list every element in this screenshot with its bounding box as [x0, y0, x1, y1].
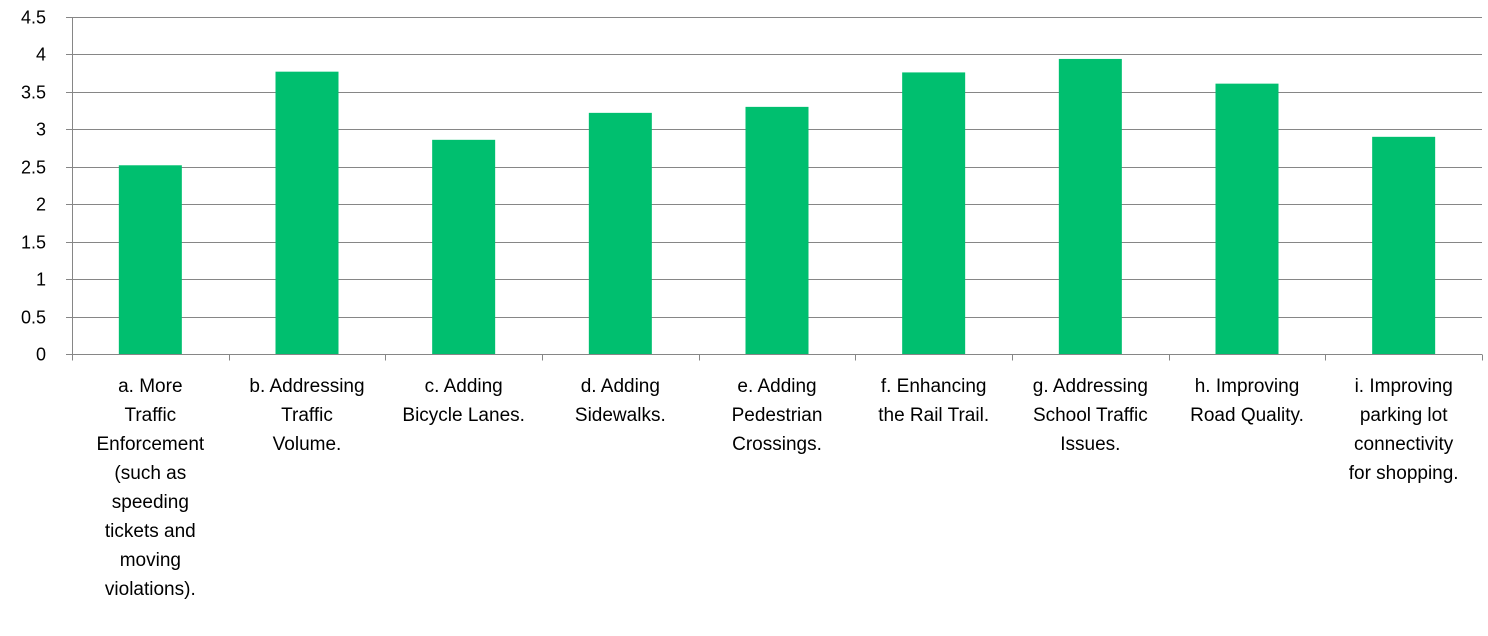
- x-category-label-line: i. Improving: [1355, 376, 1453, 397]
- bar: [588, 112, 652, 354]
- bar: [118, 165, 182, 354]
- y-tick-label: 4: [36, 45, 46, 65]
- x-category-label-line: e. Adding: [737, 376, 816, 397]
- x-category-label: i. Improving parking lot connectivity for s…: [1349, 376, 1459, 484]
- x-category-label-line: School Traffic: [1033, 405, 1148, 426]
- x-category-label-line: Crossings.: [732, 434, 822, 455]
- y-tick-label: 3.5: [21, 83, 46, 103]
- y-tick-label: 3: [36, 120, 46, 140]
- x-category-label-line: (such as: [114, 463, 186, 484]
- bars: [118, 58, 1436, 355]
- bar: [902, 72, 966, 354]
- x-category-label: f. Enhancing the Rail Trail.: [878, 376, 989, 426]
- x-category-label-line: tickets and: [105, 521, 196, 542]
- y-tick-label: 4.5: [21, 8, 46, 28]
- bar: [745, 106, 809, 354]
- x-category-label-line: Issues.: [1060, 434, 1120, 455]
- x-category-label-line: for shopping.: [1349, 463, 1459, 484]
- x-category-label-line: Traffic: [281, 405, 333, 426]
- x-category-label-line: g. Addressing: [1033, 376, 1148, 397]
- x-category-labels: a. More Traffic Enforcement (such as speedin…: [96, 376, 1458, 600]
- x-category-label-line: Traffic: [124, 405, 176, 426]
- y-tick-label: 1: [36, 270, 46, 290]
- x-category-label-line: the Rail Trail.: [878, 405, 989, 426]
- x-category-label-line: h. Improving: [1195, 376, 1300, 397]
- x-category-label-line: Road Quality.: [1190, 405, 1304, 426]
- y-tick-labels: 0 0.5 1 1.5 2 2.5 3 3.5 4 4.5: [21, 8, 46, 365]
- x-category-label-line: Sidewalks.: [575, 405, 666, 426]
- x-category-label-line: parking lot: [1360, 405, 1448, 426]
- x-category-label-line: connectivity: [1354, 434, 1454, 455]
- y-tick-label: 1.5: [21, 233, 46, 253]
- bar: [1215, 83, 1279, 354]
- x-category-label: e. Adding Pedestrian Crossings.: [732, 376, 823, 455]
- x-category-label-line: moving: [120, 550, 181, 571]
- bar: [1058, 58, 1122, 355]
- x-category-label-line: a. More: [118, 376, 182, 397]
- x-category-label-line: f. Enhancing: [881, 376, 987, 397]
- x-category-label: a. More Traffic Enforcement (such as speedin…: [96, 376, 204, 600]
- y-tick-label: 2: [36, 195, 46, 215]
- x-category-label-line: d. Adding: [581, 376, 660, 397]
- x-category-label-line: Volume.: [273, 434, 342, 455]
- bar: [1372, 136, 1436, 354]
- y-tick-label: 0: [36, 345, 46, 365]
- x-category-label-line: Enforcement: [96, 434, 204, 455]
- x-category-label: c. Adding Bicycle Lanes.: [402, 376, 525, 426]
- x-category-label-line: speeding: [112, 492, 189, 513]
- x-category-label-line: c. Adding: [425, 376, 503, 397]
- y-tick-label: 2.5: [21, 158, 46, 178]
- x-category-label-line: violations).: [105, 579, 196, 600]
- bar: [432, 139, 496, 354]
- bar: [275, 71, 339, 355]
- x-category-label-line: b. Addressing: [249, 376, 364, 397]
- axes: [66, 17, 1483, 361]
- x-category-label: g. Addressing School Traffic Issues.: [1033, 376, 1148, 455]
- x-category-label-line: Bicycle Lanes.: [402, 405, 525, 426]
- x-category-label: b. Addressing Traffic Volume.: [249, 376, 364, 455]
- x-category-label-line: Pedestrian: [732, 405, 823, 426]
- x-category-label: h. Improving Road Quality.: [1190, 376, 1304, 426]
- x-category-label: d. Adding Sidewalks.: [575, 376, 666, 426]
- y-tick-label: 0.5: [21, 308, 46, 328]
